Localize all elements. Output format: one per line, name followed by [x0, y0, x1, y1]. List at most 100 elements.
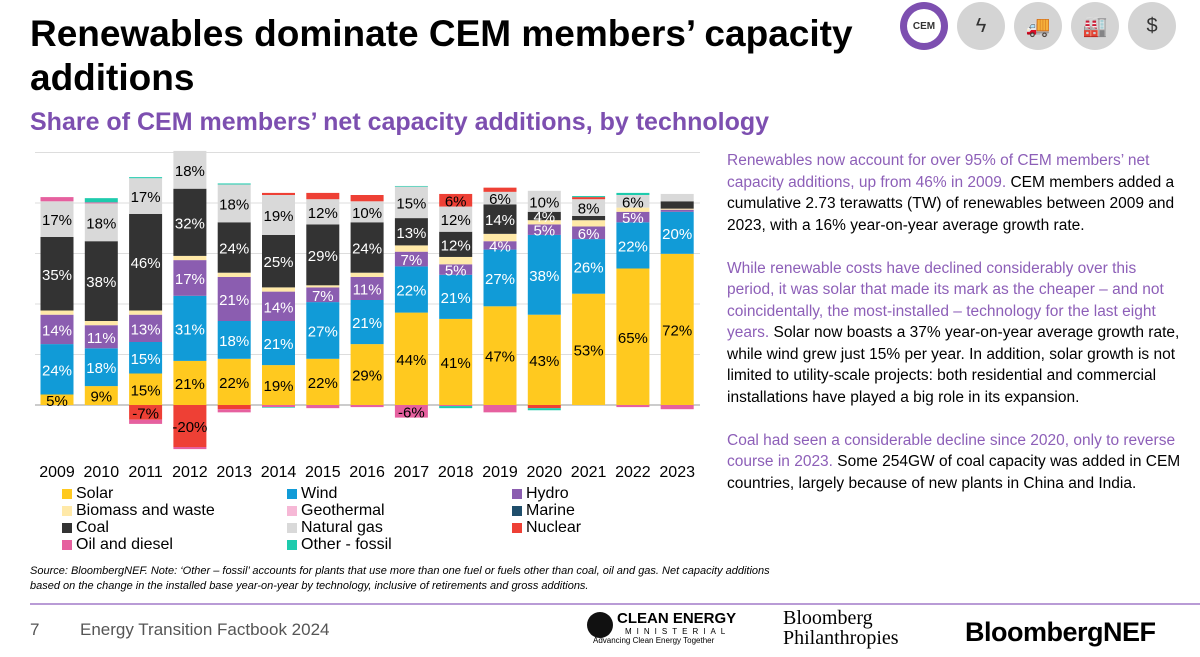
- bar-segment-hydro: [439, 264, 473, 275]
- data-label: 47%: [485, 349, 515, 366]
- clean-energy-ministerial-logo: CLEAN ENERGY MINISTERIAL Advancing Clean…: [585, 610, 755, 645]
- legend-label: Wind: [301, 485, 338, 502]
- footer-divider: [30, 603, 1200, 605]
- data-label: 24%: [219, 241, 249, 258]
- bloomberg-philanthropies-logo: Bloomberg Philanthropies: [783, 608, 899, 648]
- data-label: 18%: [219, 196, 249, 213]
- bar-segment-biomass-and-waste: [217, 272, 251, 277]
- data-label: 15%: [131, 351, 161, 368]
- bar-segment-coal: [129, 213, 163, 311]
- bar-segment-coal: [660, 201, 694, 209]
- bar-segment-natural-gas: [483, 191, 517, 205]
- logo-tagline: Advancing Clean Energy Together: [593, 636, 715, 645]
- dollar-icon[interactable]: $: [1128, 2, 1176, 50]
- data-label: 35%: [42, 267, 72, 284]
- data-label: 22%: [396, 283, 426, 300]
- data-label: 29%: [352, 368, 382, 385]
- data-label: 11%: [353, 281, 382, 298]
- bar-segment-wind: [350, 300, 384, 345]
- bar-segment-wind: [262, 321, 295, 366]
- logo-text: CLEAN ENERGY: [617, 610, 737, 627]
- data-label: 10%: [529, 194, 559, 211]
- data-label: 29%: [308, 248, 338, 265]
- x-tick-label: 2010: [84, 464, 120, 481]
- bar-segment-biomass-and-waste: [306, 285, 340, 288]
- bar-segment-coal: [439, 231, 473, 257]
- data-label: 11%: [87, 330, 116, 347]
- data-label: 8%: [578, 201, 600, 218]
- bar-segment-other-fossil: [217, 183, 251, 185]
- bar-segment-oil-and-diesel: [483, 405, 517, 413]
- bar-segment-solar: [217, 358, 251, 405]
- bar-segment-oil-and-diesel: [660, 405, 694, 410]
- x-tick-label: 2017: [394, 464, 430, 481]
- data-label: 53%: [574, 342, 604, 359]
- bar-segment-wind: [439, 274, 473, 319]
- bar-segment-coal: [173, 188, 207, 256]
- factory-icon[interactable]: 🏭: [1071, 2, 1119, 50]
- bar-segment-natural-gas: [439, 206, 473, 232]
- legend-swatch: [287, 488, 297, 499]
- data-label: 21%: [175, 376, 205, 393]
- bar-segment-oil-and-diesel: [129, 419, 163, 424]
- bar-segment-hydro: [262, 291, 295, 321]
- bar-segment-oil-and-diesel: [217, 409, 251, 413]
- bar-segment-natural-gas: [217, 184, 251, 223]
- data-label: 13%: [396, 225, 426, 242]
- bar-segment-wind: [129, 342, 163, 374]
- bar-segment-other-fossil: [84, 198, 118, 203]
- bar-segment-nuclear: [173, 405, 207, 447]
- bar-segment-coal: [40, 237, 74, 311]
- legend-item: Hydro: [512, 485, 712, 502]
- bar-segment-biomass-and-waste: [616, 207, 650, 212]
- chart-subtitle: Share of CEM members’ net capacity addit…: [30, 108, 770, 136]
- bar-segment-nuclear: [217, 405, 251, 410]
- legend-item: Coal: [62, 519, 287, 536]
- bar-segment-biomass-and-waste: [527, 220, 561, 225]
- logo-text: MINISTERIAL: [625, 627, 731, 636]
- bar-segment-hydro: [40, 314, 74, 345]
- bar-segment-hydro: [84, 325, 118, 349]
- bar-segment-nuclear: [129, 405, 163, 420]
- bar-segment-oil-and-diesel: [439, 405, 473, 407]
- data-label: 21%: [441, 290, 471, 307]
- bar-segment-coal: [217, 222, 251, 273]
- legend-item: Solar: [62, 485, 287, 502]
- vehicles-icon[interactable]: 🚚: [1014, 2, 1062, 50]
- bar-segment-hydro: [616, 211, 650, 223]
- x-tick-label: 2011: [128, 464, 163, 481]
- bar-segment-coal: [483, 204, 517, 234]
- bar-segment-oil-and-diesel: [262, 405, 295, 408]
- data-label: 22%: [219, 375, 249, 392]
- data-label: 12%: [308, 205, 338, 222]
- data-label: 27%: [308, 323, 338, 340]
- cem-icon-text: CEM: [907, 9, 941, 43]
- legend-swatch: [287, 505, 297, 516]
- bar-segment-natural-gas: [527, 190, 561, 212]
- bar-segment-solar: [439, 318, 473, 405]
- data-label: 41%: [441, 355, 471, 372]
- bar-segment-other-fossil: [527, 408, 561, 411]
- lightning-icon[interactable]: ϟ: [957, 2, 1005, 50]
- bar-segment-hydro: [394, 251, 428, 267]
- data-label: 7%: [312, 288, 334, 305]
- bar-segment-other-fossil: [572, 196, 606, 198]
- bar-segment-nuclear: [527, 405, 561, 409]
- bar-segment-oil-and-diesel: [173, 447, 207, 450]
- data-label: 31%: [175, 321, 205, 338]
- cem-logo-icon[interactable]: CEM: [900, 2, 948, 50]
- data-label: 15%: [396, 195, 426, 212]
- paragraph-2: While renewable costs have declined cons…: [727, 258, 1187, 409]
- data-label: 18%: [86, 215, 116, 232]
- bar-segment-solar: [350, 344, 384, 405]
- bar-segment-natural-gas: [394, 186, 428, 219]
- page-title: Renewables dominate CEM members’ capacit…: [30, 13, 853, 98]
- data-label: 4%: [489, 238, 511, 255]
- data-label: 21%: [219, 292, 249, 309]
- legend-label: Natural gas: [301, 519, 383, 536]
- bar-segment-hydro: [129, 314, 163, 342]
- x-tick-label: 2015: [305, 464, 341, 481]
- highlight: Coal had seen a considerable decline sin…: [727, 431, 1176, 471]
- data-label: 6%: [445, 193, 467, 210]
- data-label: 9%: [90, 389, 112, 406]
